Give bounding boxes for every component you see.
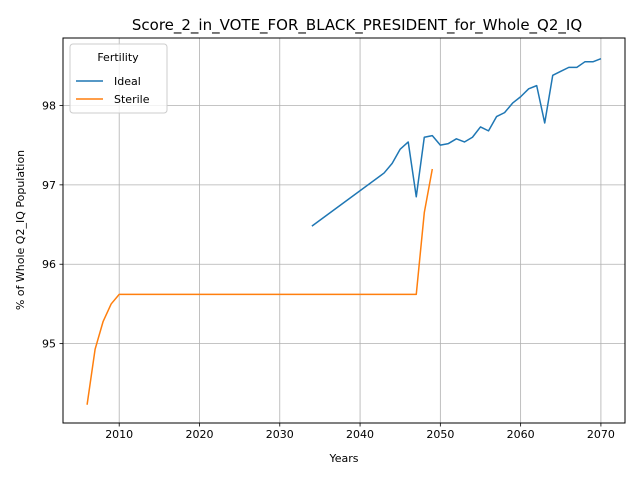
legend-label-sterile: Sterile [114, 93, 150, 106]
x-tick-label: 2020 [185, 428, 213, 441]
y-axis-ticks: 95 96 97 98 [42, 99, 63, 351]
y-tick-label: 98 [42, 99, 56, 112]
x-tick-label: 2040 [346, 428, 374, 441]
series-lines [86, 57, 602, 405]
legend-title: Fertility [97, 51, 139, 64]
x-axis-ticks: 2010 2020 2030 2040 2050 2060 2070 [105, 423, 615, 441]
series-line-ideal [311, 57, 602, 227]
x-tick-label: 2070 [587, 428, 615, 441]
legend-box [69, 43, 168, 114]
series-line-sterile [86, 168, 434, 405]
x-tick-label: 2010 [105, 428, 133, 441]
y-tick-label: 96 [42, 258, 56, 271]
y-axis-label: % of Whole Q2_IQ Population [14, 150, 27, 310]
legend-label-ideal: Ideal [114, 75, 141, 88]
grid [63, 38, 625, 423]
x-axis-label: Years [328, 452, 358, 465]
legend: Fertility Ideal Sterile [69, 43, 168, 114]
x-tick-label: 2060 [507, 428, 535, 441]
y-tick-label: 97 [42, 179, 56, 192]
plot-area-frame [62, 37, 626, 424]
x-tick-label: 2050 [426, 428, 454, 441]
x-tick-label: 2030 [266, 428, 294, 441]
y-tick-label: 95 [42, 338, 56, 351]
chart-title: Score_2_in_VOTE_FOR_BLACK_PRESIDENT_for_… [132, 16, 582, 35]
